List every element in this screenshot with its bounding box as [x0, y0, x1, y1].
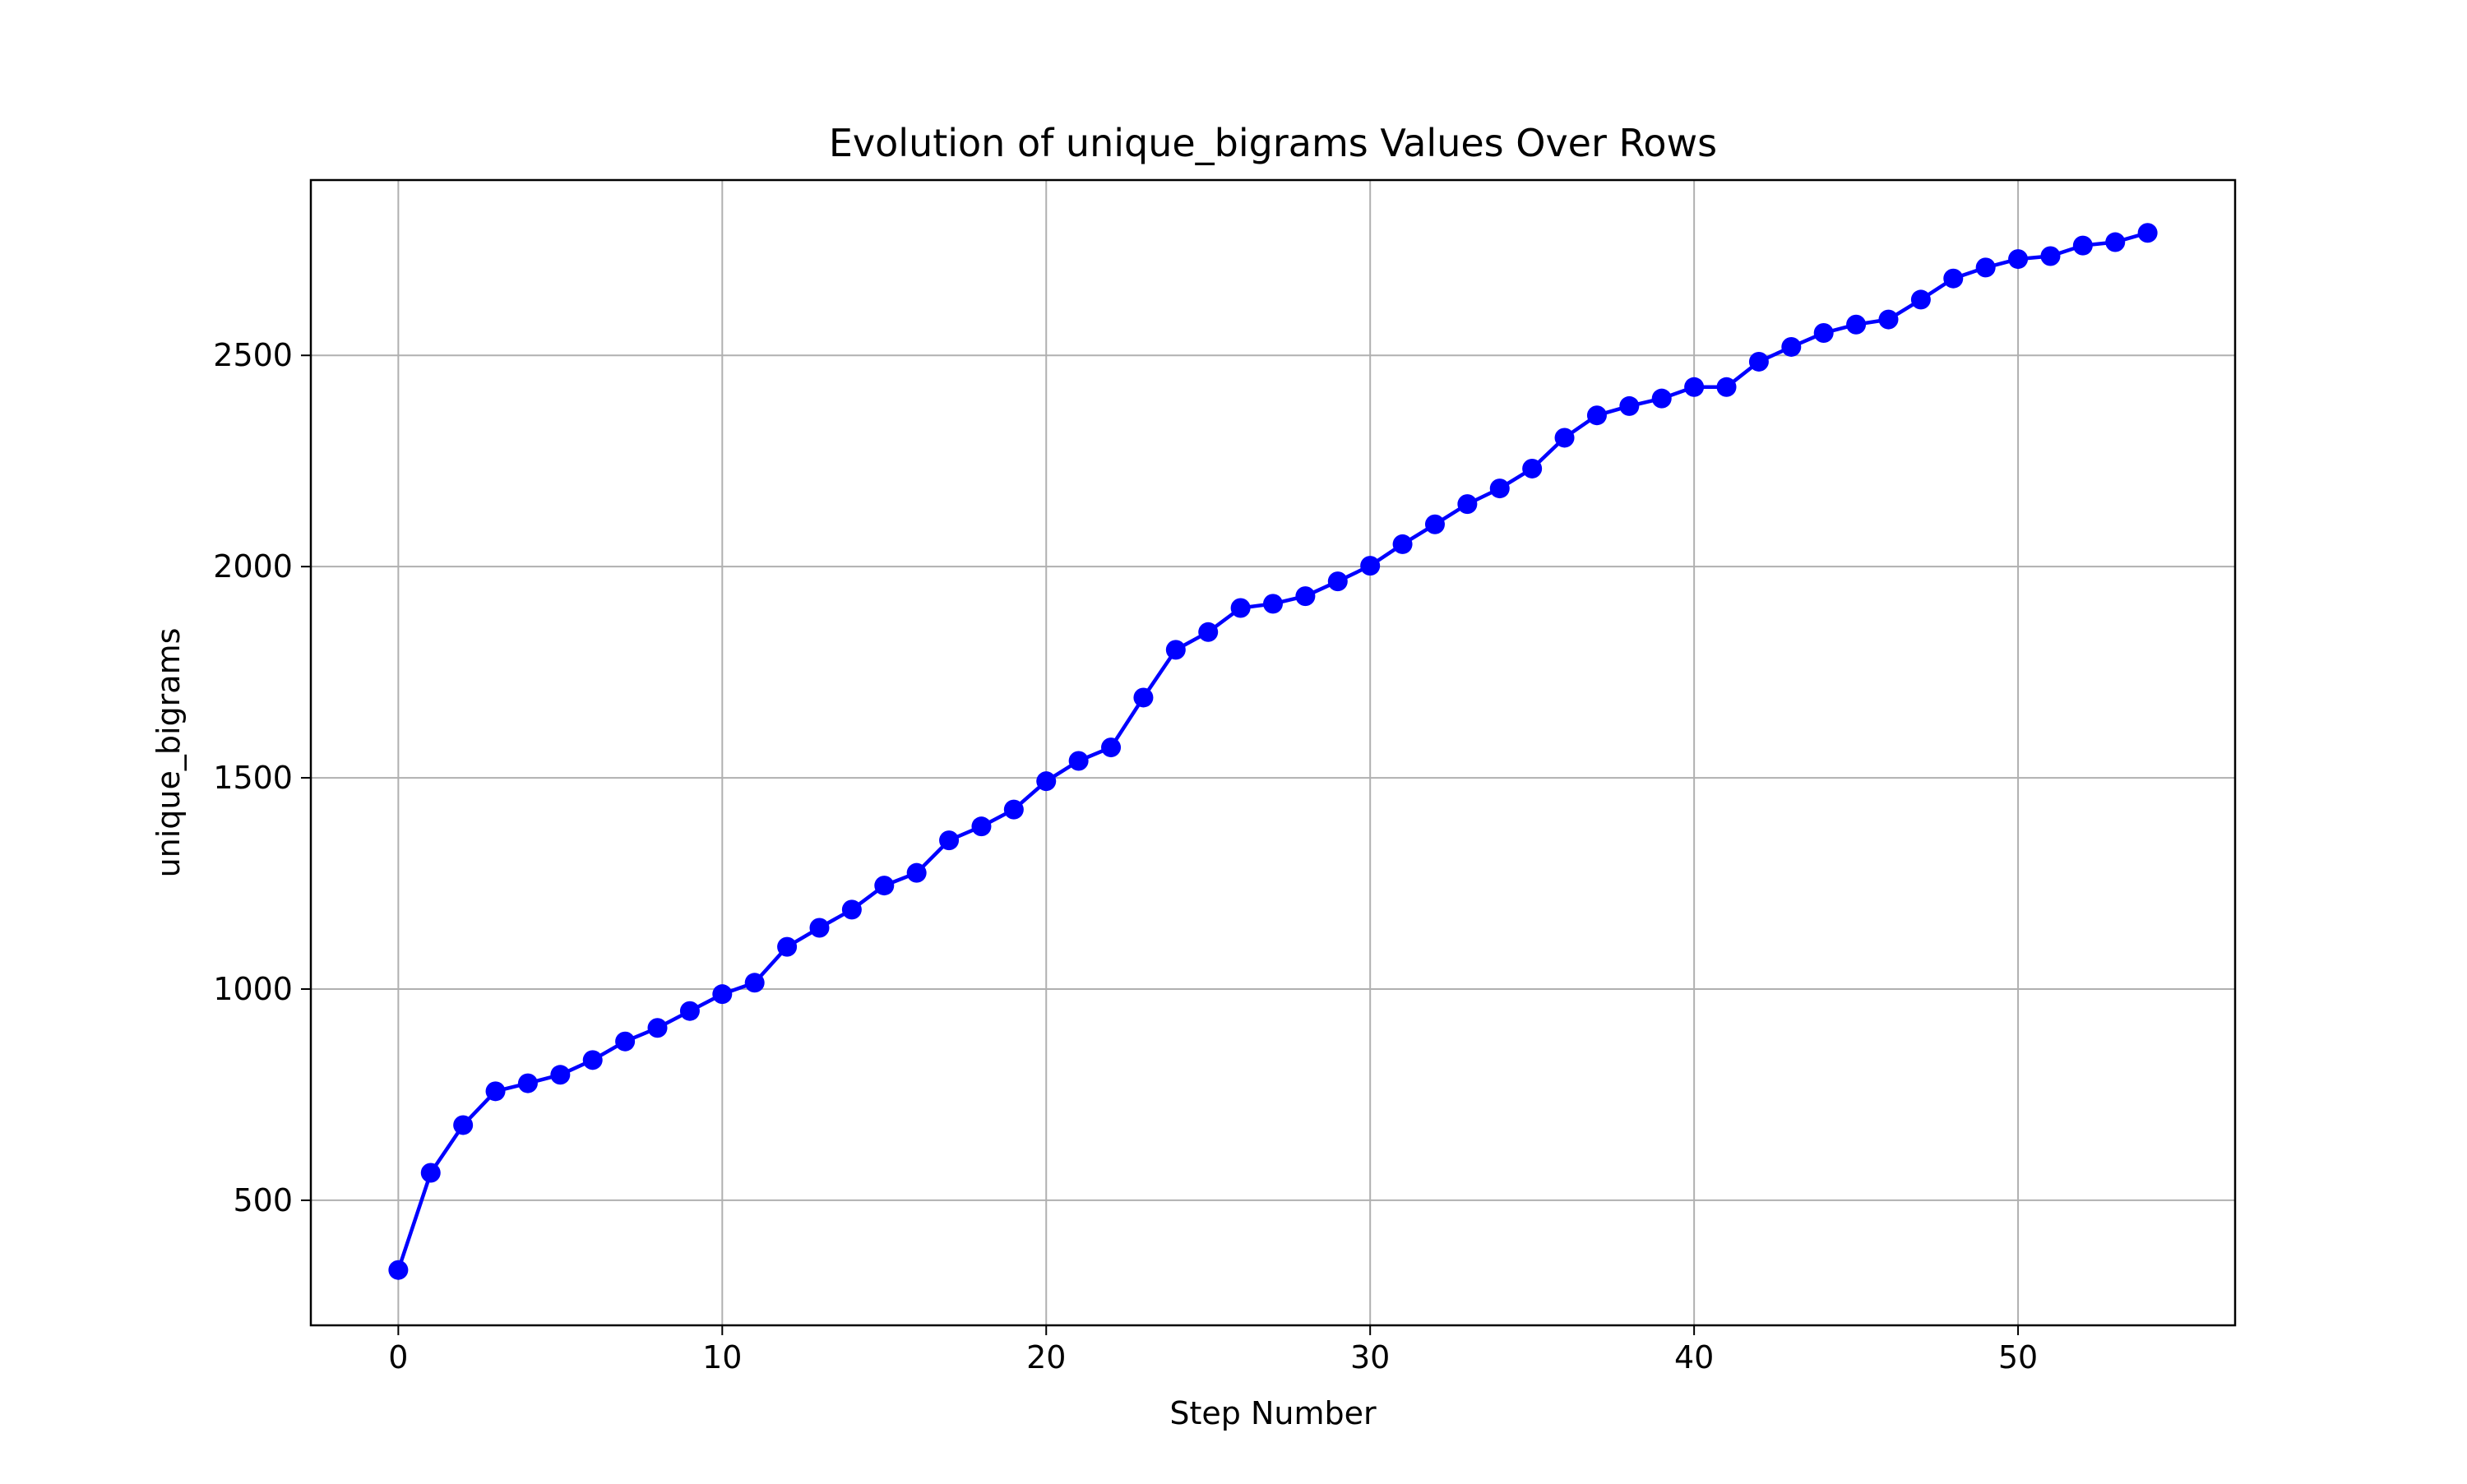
data-point	[1910, 289, 1931, 310]
data-point	[1846, 314, 1867, 335]
data-point	[1651, 388, 1672, 409]
data-point	[1003, 799, 1024, 820]
data-point	[485, 1081, 506, 1102]
data-point	[679, 1001, 700, 1021]
x-tick-label: 0	[388, 1339, 408, 1375]
data-point	[1522, 458, 1543, 478]
y-tick-label: 1000	[213, 971, 293, 1007]
data-point	[1295, 586, 1316, 607]
y-tick-label: 1500	[213, 760, 293, 796]
data-point	[1424, 514, 1445, 534]
data-point	[744, 973, 765, 993]
data-point	[420, 1163, 441, 1183]
data-point	[615, 1031, 636, 1052]
data-point	[1133, 687, 1154, 708]
data-point	[1619, 395, 1640, 416]
data-point	[1165, 640, 1186, 660]
data-point	[1068, 751, 1089, 771]
data-point	[1360, 556, 1381, 576]
x-tick-label: 10	[702, 1339, 742, 1375]
data-point	[777, 936, 798, 957]
data-point	[2040, 246, 2061, 266]
data-point	[582, 1050, 603, 1070]
plot-frame	[309, 178, 2237, 1327]
y-tick-label: 2000	[213, 548, 293, 585]
data-point	[1781, 336, 1802, 357]
data-point	[1263, 594, 1283, 614]
x-tick-label: 50	[1998, 1339, 2038, 1375]
data-point	[1036, 771, 1057, 792]
data-point	[1327, 571, 1348, 592]
gridlines	[311, 180, 2235, 1325]
data-point	[517, 1073, 538, 1093]
data-point	[874, 876, 895, 896]
data-point	[1586, 405, 1607, 426]
data-point	[1748, 351, 1769, 372]
y-tick-label: 500	[233, 1182, 293, 1218]
data-point	[1392, 534, 1413, 554]
data-point	[550, 1065, 571, 1085]
data-point	[971, 816, 992, 837]
x-axis-label: Step Number	[1169, 1395, 1377, 1431]
data-point	[453, 1115, 474, 1135]
x-tick-label: 20	[1026, 1339, 1066, 1375]
ticks: 0 10 20 30 40 50 500 1000 1500 2000 2500	[213, 337, 2038, 1375]
data-point	[1198, 622, 1219, 642]
data-point	[2105, 232, 2126, 252]
chart-title: Evolution of unique_bigrams Values Over …	[829, 121, 1717, 165]
x-tick-label: 40	[1674, 1339, 1714, 1375]
data-point	[1943, 268, 1964, 289]
x-tick-label: 30	[1350, 1339, 1390, 1375]
data-point	[906, 862, 927, 883]
data-point	[809, 918, 830, 938]
y-axis-label: unique_bigrams	[150, 628, 187, 878]
data-point	[2008, 249, 2029, 270]
data-point	[1554, 428, 1575, 448]
data-point	[647, 1018, 668, 1038]
data-point	[1489, 478, 1510, 499]
data-point	[1684, 377, 1705, 397]
data-point	[712, 984, 733, 1005]
data-point	[1457, 494, 1478, 515]
data-point	[841, 899, 862, 920]
data-point	[1813, 323, 1834, 344]
data-point	[1878, 309, 1899, 330]
data-point	[2072, 235, 2093, 256]
series-layer	[388, 223, 2158, 1280]
data-point	[1230, 598, 1251, 618]
data-point	[2137, 223, 2158, 243]
data-point	[1716, 377, 1737, 397]
y-tick-label: 2500	[213, 337, 293, 373]
data-point	[388, 1260, 409, 1280]
data-point	[1101, 737, 1122, 758]
data-point	[1975, 257, 1996, 278]
data-point	[939, 830, 960, 851]
